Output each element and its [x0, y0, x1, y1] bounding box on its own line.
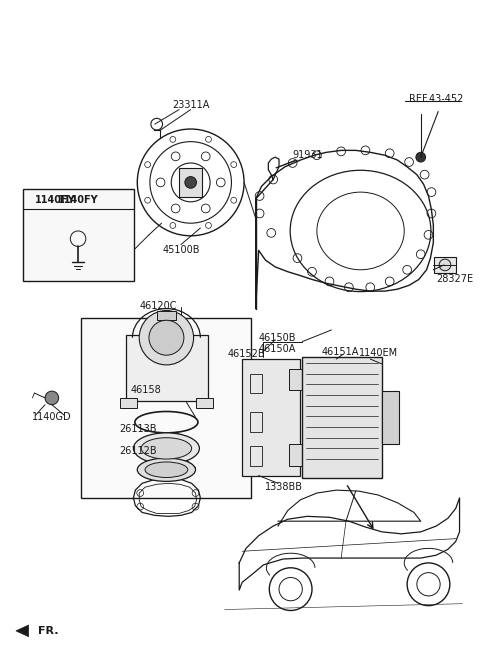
Circle shape	[416, 152, 426, 162]
Circle shape	[149, 320, 184, 355]
Bar	[156, 311, 176, 320]
Text: 46151A: 46151A	[322, 348, 359, 357]
Text: REF.43-452: REF.43-452	[409, 94, 464, 104]
Text: 1140FY: 1140FY	[58, 195, 98, 205]
Bar	[288, 445, 308, 466]
Text: 46152B: 46152B	[228, 350, 265, 359]
Text: 23311A: 23311A	[172, 100, 209, 110]
Bar	[250, 447, 262, 466]
Bar	[23, 189, 134, 281]
Bar	[242, 359, 300, 476]
Ellipse shape	[133, 433, 199, 464]
Bar	[250, 374, 262, 393]
Bar	[434, 257, 456, 273]
Text: 26113B: 26113B	[119, 424, 156, 434]
Text: FR.: FR.	[38, 626, 59, 636]
Bar	[179, 168, 203, 197]
Text: 45100B: 45100B	[162, 245, 200, 256]
Circle shape	[45, 391, 59, 405]
Bar	[120, 398, 137, 407]
Bar	[81, 318, 251, 498]
Bar	[302, 357, 382, 478]
Bar	[250, 413, 262, 432]
Bar	[288, 369, 308, 390]
Bar	[126, 335, 208, 401]
Bar	[195, 398, 213, 407]
Text: 1140FY: 1140FY	[35, 195, 75, 205]
Text: 26112B: 26112B	[119, 446, 156, 457]
Text: 1338BB: 1338BB	[265, 482, 303, 492]
Text: 46120C: 46120C	[140, 301, 178, 311]
Text: 1140GD: 1140GD	[33, 413, 72, 422]
Ellipse shape	[141, 438, 192, 459]
Circle shape	[183, 175, 198, 190]
Text: 46158: 46158	[131, 385, 162, 395]
Circle shape	[185, 177, 196, 189]
Polygon shape	[16, 625, 29, 637]
Text: 46150A: 46150A	[259, 344, 296, 354]
Text: 46150B: 46150B	[259, 332, 296, 343]
Text: 91931: 91931	[293, 150, 323, 160]
Text: 28327E: 28327E	[436, 275, 473, 284]
Ellipse shape	[137, 458, 195, 482]
Bar	[152, 318, 181, 333]
Circle shape	[439, 259, 451, 271]
Circle shape	[139, 311, 193, 365]
Text: 1140EM: 1140EM	[359, 348, 398, 358]
Ellipse shape	[145, 462, 188, 478]
Bar	[382, 391, 399, 445]
